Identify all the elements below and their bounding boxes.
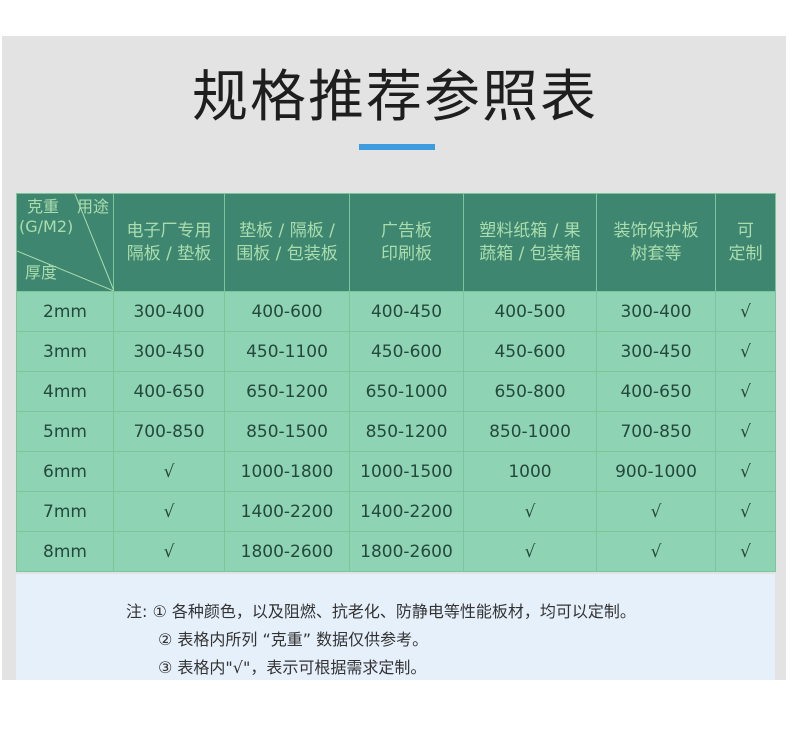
check-icon: √ (463, 531, 597, 572)
title-underline (359, 144, 435, 150)
column-header: 装饰保护板 树套等 (596, 193, 716, 292)
thickness-cell: 5mm (16, 411, 114, 452)
check-icon: √ (715, 531, 776, 572)
column-header-line: 电子厂专用 (126, 220, 212, 241)
spec-table: 克重 (G/M2) 用途 厚度 电子厂专用 隔板 / 垫板 垫板 / 隔板 / 围板 … (16, 193, 776, 572)
weight-cell: 650-1000 (349, 371, 464, 412)
weight-cell: 850-1200 (349, 411, 464, 452)
check-icon: √ (113, 451, 225, 492)
column-header-line: 树套等 (630, 243, 682, 264)
table-row: 7mm √ 1400-2200 1400-2200 √ √ √ (16, 491, 776, 532)
column-header: 垫板 / 隔板 / 围板 / 包装板 (224, 193, 350, 292)
check-icon: √ (596, 531, 716, 572)
weight-cell: 850-1000 (463, 411, 597, 452)
note-1: 注: ① 各种颜色，以及阻燃、抗老化、防静电等性能板材，均可以定制。 (126, 602, 636, 621)
corner-thickness-label: 厚度 (25, 263, 58, 282)
diagonal-lines (17, 194, 114, 291)
check-icon: √ (596, 491, 716, 532)
check-icon: √ (715, 411, 776, 452)
check-icon: √ (715, 491, 776, 532)
weight-cell: 700-850 (596, 411, 716, 452)
column-header-line: 可 (737, 220, 754, 241)
column-header-line: 垫板 / 隔板 / (239, 220, 335, 241)
weight-cell: 1800-2600 (349, 531, 464, 572)
thickness-cell: 7mm (16, 491, 114, 532)
table-row: 3mm 300-450 450-1100 450-600 450-600 300-450 √ (16, 331, 776, 372)
column-header: 电子厂专用 隔板 / 垫板 (113, 193, 225, 292)
weight-cell: 450-600 (349, 331, 464, 372)
table-row: 4mm 400-650 650-1200 650-1000 650-800 400-650… (16, 371, 776, 412)
weight-cell: 400-650 (596, 371, 716, 412)
weight-cell: 400-500 (463, 291, 597, 332)
thickness-cell: 8mm (16, 531, 114, 572)
weight-cell: 650-1200 (224, 371, 350, 412)
thickness-cell: 2mm (16, 291, 114, 332)
weight-cell: 700-850 (113, 411, 225, 452)
weight-cell: 400-450 (349, 291, 464, 332)
weight-cell: 400-600 (224, 291, 350, 332)
check-icon: √ (715, 331, 776, 372)
weight-cell: 650-800 (463, 371, 597, 412)
weight-cell: 450-1100 (224, 331, 350, 372)
table-row: 2mm 300-400 400-600 400-450 400-500 300-400 √ (16, 291, 776, 332)
thickness-cell: 6mm (16, 451, 114, 492)
table-row: 6mm √ 1000-1800 1000-1500 1000 900-1000 √ (16, 451, 776, 492)
column-header: 可定制 (715, 193, 776, 292)
note-3: ③ 表格内"√"，表示可根据需求定制。 (158, 658, 427, 677)
weight-cell: 450-600 (463, 331, 597, 372)
weight-cell: 300-400 (596, 291, 716, 332)
weight-cell: 300-400 (113, 291, 225, 332)
corner-weight-label: 克重 (27, 197, 60, 216)
column-header-line: 定制 (728, 243, 763, 264)
thickness-cell: 4mm (16, 371, 114, 412)
weight-cell: 1400-2200 (224, 491, 350, 532)
notes-panel: 注: ① 各种颜色，以及阻燃、抗老化、防静电等性能板材，均可以定制。 ② 表格内… (16, 574, 775, 680)
table-row: 8mm √ 1800-2600 1800-2600 √ √ √ (16, 531, 776, 572)
column-header-line: 印刷板 (381, 243, 432, 264)
weight-cell: 300-450 (113, 331, 225, 372)
weight-cell: 1000-1500 (349, 451, 464, 492)
weight-cell: 1800-2600 (224, 531, 350, 572)
column-header-line: 隔板 / 垫板 (126, 243, 212, 264)
column-header: 塑料纸箱 / 果蔬箱 / 包装箱 (463, 193, 597, 292)
column-header-line: 装饰保护板 (613, 220, 699, 241)
column-header: 广告板 印刷板 (349, 193, 464, 292)
weight-cell: 900-1000 (596, 451, 716, 492)
page-title: 规格推荐参照表 (192, 65, 598, 130)
check-icon: √ (463, 491, 597, 532)
weight-cell: 1000-1800 (224, 451, 350, 492)
check-icon: √ (715, 371, 776, 412)
check-icon: √ (715, 451, 776, 492)
note-2: ② 表格内所列 “克重” 数据仅供参考。 (158, 630, 429, 649)
column-header-line: 塑料纸箱 / 果 (479, 220, 581, 241)
column-header-line: 广告板 (381, 220, 432, 241)
thickness-cell: 3mm (16, 331, 114, 372)
weight-cell: 850-1500 (224, 411, 350, 452)
column-header-line: 围板 / 包装板 (236, 243, 338, 264)
check-icon: √ (113, 491, 225, 532)
weight-cell: 1400-2200 (349, 491, 464, 532)
corner-usage-label: 用途 (77, 197, 110, 216)
check-icon: √ (113, 531, 225, 572)
corner-unit-label: (G/M2) (19, 217, 74, 236)
table-row: 5mm 700-850 850-1500 850-1200 850-1000 700-85… (16, 411, 776, 452)
weight-cell: 300-450 (596, 331, 716, 372)
check-icon: √ (715, 291, 776, 332)
weight-cell: 1000 (463, 451, 597, 492)
corner-header: 克重 (G/M2) 用途 厚度 (16, 193, 114, 292)
column-header-line: 蔬箱 / 包装箱 (479, 243, 581, 264)
weight-cell: 400-650 (113, 371, 225, 412)
